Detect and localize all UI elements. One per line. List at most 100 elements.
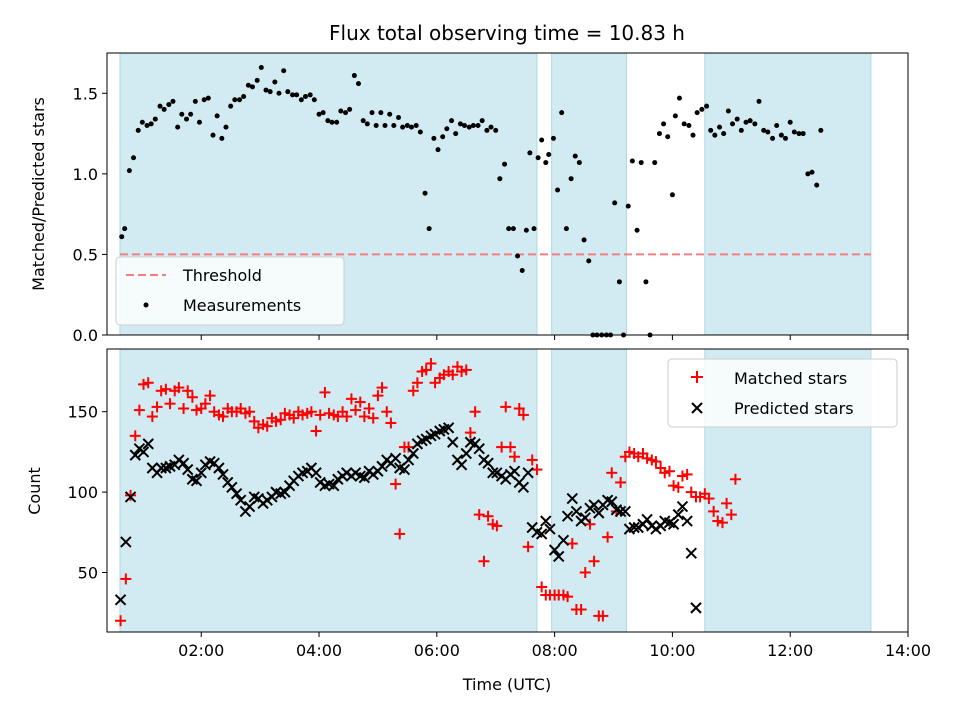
matched-star-point bbox=[390, 478, 402, 490]
measurement-point bbox=[440, 134, 446, 140]
predicted-star-point bbox=[114, 594, 127, 606]
measurement-point bbox=[400, 124, 406, 130]
measurement-point bbox=[276, 90, 282, 96]
y-tick-label: 1.5 bbox=[73, 84, 98, 103]
measurement-point bbox=[743, 119, 749, 125]
matched-star-point bbox=[708, 505, 720, 517]
predicted-star-point bbox=[398, 463, 411, 476]
measurement-point bbox=[122, 226, 128, 232]
count-legend: Matched stars Predicted stars bbox=[667, 358, 898, 428]
measurement-point bbox=[563, 226, 569, 232]
predicted-star-point bbox=[243, 500, 256, 513]
predicted-star-point bbox=[667, 518, 680, 530]
predicted-star-point bbox=[376, 460, 388, 473]
predicted-star-point bbox=[593, 507, 605, 519]
matched-star-point bbox=[133, 404, 145, 416]
measurement-point bbox=[787, 119, 793, 125]
matched-star-point bbox=[350, 404, 362, 416]
matched-star-point bbox=[358, 411, 370, 423]
ratio-legend: Threshold Measurements bbox=[115, 256, 345, 326]
measurement-point bbox=[298, 97, 304, 103]
predicted-star-point bbox=[588, 499, 600, 511]
measurement-point bbox=[699, 106, 705, 112]
predicted-star-point bbox=[579, 512, 591, 524]
matched-star-point bbox=[531, 464, 543, 476]
measurement-point bbox=[396, 114, 402, 120]
measurement-point bbox=[466, 124, 472, 130]
matched-star-point bbox=[681, 468, 693, 480]
matched-star-point bbox=[725, 509, 737, 521]
measurement-point bbox=[479, 118, 485, 124]
predicted-star-point bbox=[155, 462, 167, 474]
ratio-legend-box bbox=[115, 256, 345, 326]
measurement-point bbox=[581, 237, 587, 243]
matched-star-point bbox=[716, 517, 728, 529]
measurement-point bbox=[559, 110, 565, 116]
measurement-point bbox=[612, 200, 618, 206]
matched-star-point bbox=[270, 415, 282, 427]
measurement-point bbox=[747, 118, 753, 124]
measurement-point bbox=[519, 268, 525, 274]
measurement-point bbox=[347, 106, 353, 112]
measurement-point bbox=[373, 123, 379, 129]
matched-star-point bbox=[178, 402, 190, 414]
predicted-star-point bbox=[460, 447, 472, 460]
measurement-point bbox=[422, 190, 428, 196]
measurement-point bbox=[625, 203, 631, 209]
measurement-point bbox=[462, 123, 468, 129]
measurement-point bbox=[228, 103, 234, 109]
measurement-point bbox=[527, 150, 533, 156]
matched-star-point bbox=[305, 406, 317, 418]
measurement-point bbox=[576, 160, 582, 166]
matched-star-point bbox=[491, 520, 503, 532]
predicted-star-point bbox=[279, 486, 291, 498]
matched-star-point bbox=[279, 407, 291, 419]
measurement-point bbox=[814, 182, 820, 188]
predicted-star-point bbox=[570, 505, 583, 518]
matched-star-point bbox=[204, 390, 216, 402]
measurement-point bbox=[360, 118, 366, 124]
measurement-point bbox=[555, 187, 561, 193]
predicted-star-point bbox=[522, 467, 534, 479]
measurement-point bbox=[708, 127, 714, 133]
matched-star-point bbox=[319, 386, 331, 398]
matched-star-point bbox=[659, 467, 671, 479]
measurement-point bbox=[665, 134, 671, 140]
measurement-point bbox=[408, 124, 414, 130]
measurement-point bbox=[686, 123, 692, 129]
predicted-star-point bbox=[358, 471, 371, 484]
measurement-point bbox=[285, 89, 291, 95]
measurement-point bbox=[523, 227, 529, 233]
ratio-x-ticks bbox=[200, 335, 909, 340]
matched-star-point bbox=[447, 369, 459, 381]
matched-star-point bbox=[522, 541, 534, 553]
predicted-star-point bbox=[641, 513, 653, 526]
matched-star-point bbox=[244, 406, 256, 418]
matched-star-point bbox=[314, 409, 326, 421]
measurement-point bbox=[161, 106, 167, 112]
predicted-star-point bbox=[473, 442, 485, 455]
measurement-point bbox=[805, 171, 811, 177]
predicted-star-point bbox=[566, 492, 578, 505]
measurement-point bbox=[188, 111, 194, 117]
matched-star-point bbox=[526, 454, 538, 466]
predicted-star-point bbox=[561, 510, 574, 522]
matched-star-point bbox=[275, 414, 287, 426]
matched-star-point bbox=[363, 402, 375, 414]
measurement-point bbox=[770, 135, 776, 141]
measurement-point bbox=[417, 129, 423, 135]
matched-star-point bbox=[372, 390, 384, 402]
x-tick-label: 10:00 bbox=[649, 641, 695, 660]
measurement-point bbox=[157, 103, 163, 109]
matched-star-point bbox=[685, 486, 697, 498]
measurement-point bbox=[382, 123, 388, 129]
matched-star-point bbox=[602, 531, 614, 543]
observing-interval bbox=[704, 52, 872, 336]
predicted-star-point bbox=[681, 515, 693, 527]
y-tick-label: 0.0 bbox=[73, 326, 98, 345]
measurement-point bbox=[263, 87, 269, 93]
predicted-star-point bbox=[487, 467, 499, 479]
measurement-point bbox=[378, 110, 384, 116]
measurement-point bbox=[444, 126, 450, 132]
